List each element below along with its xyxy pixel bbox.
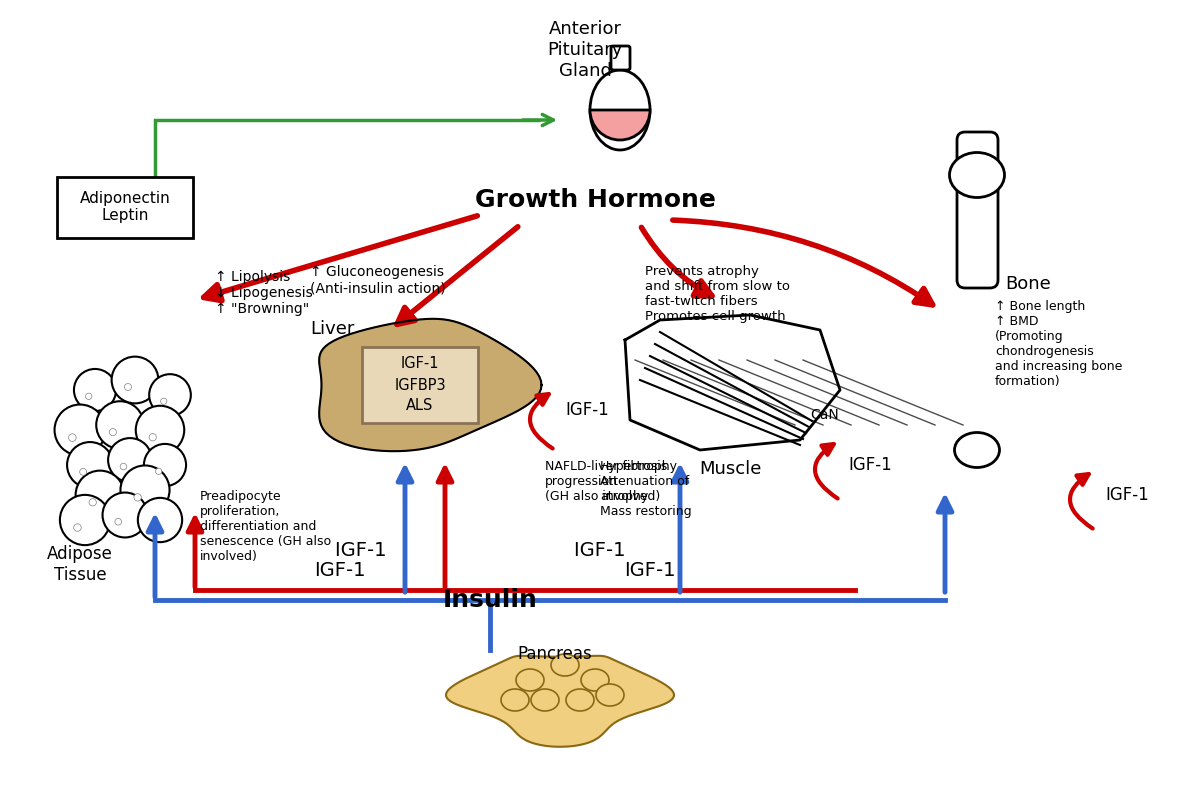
Text: CaN: CaN: [810, 408, 838, 422]
Circle shape: [119, 463, 171, 517]
FancyBboxPatch shape: [957, 132, 998, 288]
Circle shape: [99, 404, 140, 446]
Polygon shape: [625, 315, 839, 450]
Ellipse shape: [516, 669, 545, 691]
Text: NAFLD-liver fibrosis
progression
(GH also involved): NAFLD-liver fibrosis progression (GH als…: [545, 460, 667, 503]
Polygon shape: [319, 319, 541, 451]
FancyBboxPatch shape: [611, 46, 630, 70]
Text: IGF-1                              IGF-1: IGF-1 IGF-1: [335, 540, 625, 560]
Circle shape: [133, 494, 141, 502]
Text: Muscle: Muscle: [699, 460, 761, 478]
Text: IGF-1: IGF-1: [565, 401, 609, 419]
Ellipse shape: [566, 689, 594, 711]
Circle shape: [124, 384, 131, 392]
Wedge shape: [590, 110, 650, 140]
Circle shape: [58, 494, 112, 546]
Circle shape: [69, 364, 121, 416]
Ellipse shape: [581, 669, 609, 691]
Ellipse shape: [596, 684, 624, 706]
Circle shape: [59, 409, 101, 451]
Text: Pancreas: Pancreas: [517, 645, 592, 663]
Circle shape: [63, 439, 117, 492]
Circle shape: [103, 434, 156, 486]
Circle shape: [80, 474, 120, 515]
Circle shape: [78, 469, 86, 477]
Ellipse shape: [955, 432, 1000, 467]
Ellipse shape: [590, 70, 650, 150]
Ellipse shape: [531, 689, 559, 711]
FancyBboxPatch shape: [361, 347, 478, 423]
Circle shape: [153, 469, 162, 476]
Circle shape: [133, 403, 188, 458]
Circle shape: [149, 524, 157, 531]
Text: Hypertrophy
Attenuation of
atrophy
Mass restoring: Hypertrophy Attenuation of atrophy Mass …: [600, 460, 692, 518]
Text: Bone: Bone: [1005, 275, 1051, 293]
Text: Preadipocyte
proliferation,
differentiation and
senescence (GH also
involved): Preadipocyte proliferation, differentiat…: [200, 490, 331, 563]
Circle shape: [83, 394, 92, 402]
Circle shape: [118, 464, 126, 472]
Text: Adipose
Tissue: Adipose Tissue: [48, 545, 113, 583]
Text: IGF-1: IGF-1: [848, 456, 892, 474]
Ellipse shape: [551, 654, 579, 676]
Circle shape: [144, 369, 196, 421]
Text: ↑ Bone length
↑ BMD
(Promoting
chondrogenesis
and increasing bone
formation): ↑ Bone length ↑ BMD (Promoting chondroge…: [995, 300, 1122, 388]
Circle shape: [114, 518, 121, 525]
Text: IGF-1: IGF-1: [1105, 486, 1149, 504]
Text: Adiponectin
Leptin: Adiponectin Leptin: [80, 191, 170, 223]
Circle shape: [158, 399, 166, 407]
Text: Insulin: Insulin: [442, 588, 537, 612]
FancyBboxPatch shape: [57, 177, 193, 238]
Circle shape: [111, 428, 117, 435]
Text: IGF-1: IGF-1: [314, 560, 366, 579]
Circle shape: [109, 354, 161, 406]
Circle shape: [101, 491, 149, 539]
Text: IGF-1: IGF-1: [624, 560, 675, 579]
Circle shape: [90, 498, 97, 504]
Text: Growth Hormone: Growth Hormone: [474, 188, 716, 212]
Ellipse shape: [950, 153, 1005, 197]
Circle shape: [74, 524, 81, 532]
Circle shape: [136, 496, 184, 544]
Circle shape: [70, 433, 77, 439]
Text: ↑ Lipolysis
↓ Lipogenesis
↑ "Browning": ↑ Lipolysis ↓ Lipogenesis ↑ "Browning": [215, 270, 313, 316]
Ellipse shape: [501, 689, 529, 711]
Text: ↑ Gluconeogenesis
(Anti-insulin action): ↑ Gluconeogenesis (Anti-insulin action): [310, 265, 446, 295]
Text: Liver: Liver: [310, 320, 354, 338]
Circle shape: [140, 439, 190, 490]
Text: Anterior
Pituitary
Gland: Anterior Pituitary Gland: [547, 20, 623, 80]
Polygon shape: [446, 656, 674, 747]
Text: IGF-1
IGFBP3
ALS: IGF-1 IGFBP3 ALS: [395, 357, 446, 413]
Text: Prevents atrophy
and shift from slow to
fast-twitch fibers
Promotes cell growth: Prevents atrophy and shift from slow to …: [644, 265, 789, 323]
Circle shape: [147, 434, 156, 443]
